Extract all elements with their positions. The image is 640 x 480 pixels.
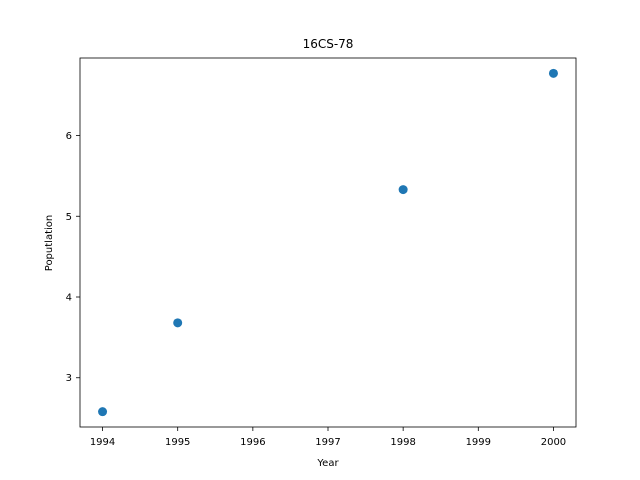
data-point bbox=[173, 318, 183, 328]
plot-frame bbox=[79, 57, 577, 428]
plot-area bbox=[80, 58, 576, 427]
y-tick-label: 5 bbox=[66, 212, 72, 223]
data-point bbox=[548, 68, 558, 78]
y-tick-label: 6 bbox=[66, 131, 72, 142]
y-axis-label: Poputlation bbox=[44, 215, 55, 271]
x-tick-label: 1995 bbox=[165, 437, 190, 448]
x-axis-label: Year bbox=[316, 458, 339, 469]
x-tick-label: 1998 bbox=[390, 437, 415, 448]
ticks-layer: 1994 1995 1996 1997 1998 1999 2000 3 4 5 6 bbox=[66, 131, 567, 448]
x-tick-label: 1999 bbox=[466, 437, 491, 448]
points-layer bbox=[98, 68, 558, 417]
chart-title: 16CS-78 bbox=[303, 37, 354, 51]
data-point bbox=[98, 407, 108, 417]
y-tick-label: 3 bbox=[66, 373, 72, 384]
y-tick-label: 4 bbox=[66, 293, 72, 304]
x-tick-label: 1997 bbox=[315, 437, 340, 448]
data-point bbox=[398, 185, 408, 195]
x-tick-label: 2000 bbox=[541, 437, 566, 448]
x-tick-label: 1994 bbox=[90, 437, 115, 448]
x-tick-label: 1996 bbox=[240, 437, 265, 448]
